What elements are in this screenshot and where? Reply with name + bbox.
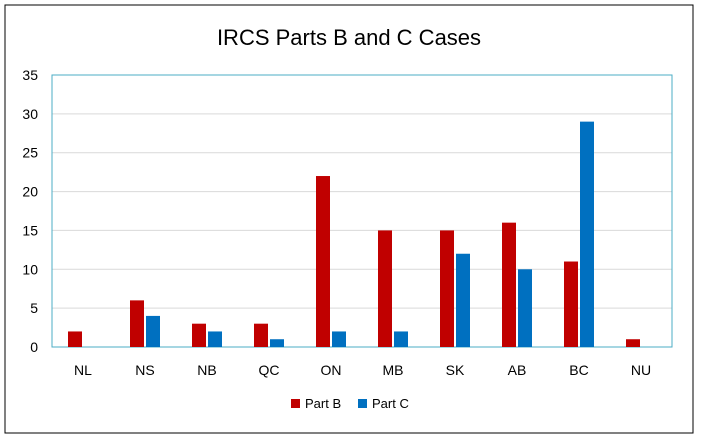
- bar-part-b-sk: [440, 230, 454, 347]
- x-tick-label: BC: [569, 362, 588, 378]
- x-tick-label: NU: [631, 362, 651, 378]
- bar-part-b-mb: [378, 230, 392, 347]
- y-tick-label: 20: [22, 184, 38, 200]
- x-tick-label: SK: [446, 362, 465, 378]
- legend-swatch-part-c: [358, 399, 367, 408]
- bar-part-b-ns: [130, 300, 144, 347]
- bar-part-c-sk: [456, 253, 470, 347]
- plot-area-border: [51, 74, 673, 348]
- y-tick-label: 30: [22, 106, 38, 122]
- x-tick-label: AB: [508, 362, 527, 378]
- bar-part-c-ns: [146, 315, 160, 347]
- bar-part-b-bc: [564, 261, 578, 347]
- y-tick-label: 15: [22, 222, 38, 238]
- y-axis-ticks: 0 5 10 15 20 25 30 35: [22, 67, 38, 355]
- y-tick-label: 10: [22, 261, 38, 277]
- bar-part-b-qc: [254, 323, 268, 347]
- x-tick-label: NL: [74, 362, 92, 378]
- bar-part-c-mb: [394, 331, 408, 347]
- chart-frame: [4, 4, 694, 434]
- legend-swatch-part-b: [291, 399, 300, 408]
- bar-part-b-nb: [192, 323, 206, 347]
- legend-label-part-c: Part C: [372, 396, 409, 411]
- bar-part-c-on: [332, 331, 346, 347]
- x-tick-label: ON: [321, 362, 342, 378]
- x-tick-label: QC: [259, 362, 280, 378]
- x-tick-label: NS: [135, 362, 154, 378]
- x-axis-ticks: NL NS NB QC ON MB SK AB BC NU: [74, 362, 651, 378]
- chart-title: IRCS Parts B and C Cases: [217, 25, 481, 50]
- bar-part-b-nl: [68, 331, 82, 347]
- y-tick-label: 0: [30, 339, 38, 355]
- x-tick-label: NB: [197, 362, 216, 378]
- legend: Part B Part C: [291, 396, 409, 411]
- bar-part-b-ab: [502, 222, 516, 347]
- bar-part-b-nu: [626, 339, 640, 347]
- legend-label-part-b: Part B: [305, 396, 341, 411]
- y-tick-label: 5: [30, 300, 38, 316]
- y-tick-label: 25: [22, 145, 38, 161]
- bar-part-b-on: [316, 176, 330, 347]
- bar-part-c-ab: [518, 269, 532, 347]
- bar-part-c-qc: [270, 339, 284, 347]
- bar-part-c-nb: [208, 331, 222, 347]
- bars: [68, 121, 640, 347]
- y-tick-label: 35: [22, 67, 38, 83]
- bar-part-c-bc: [580, 121, 594, 347]
- x-tick-label: MB: [383, 362, 404, 378]
